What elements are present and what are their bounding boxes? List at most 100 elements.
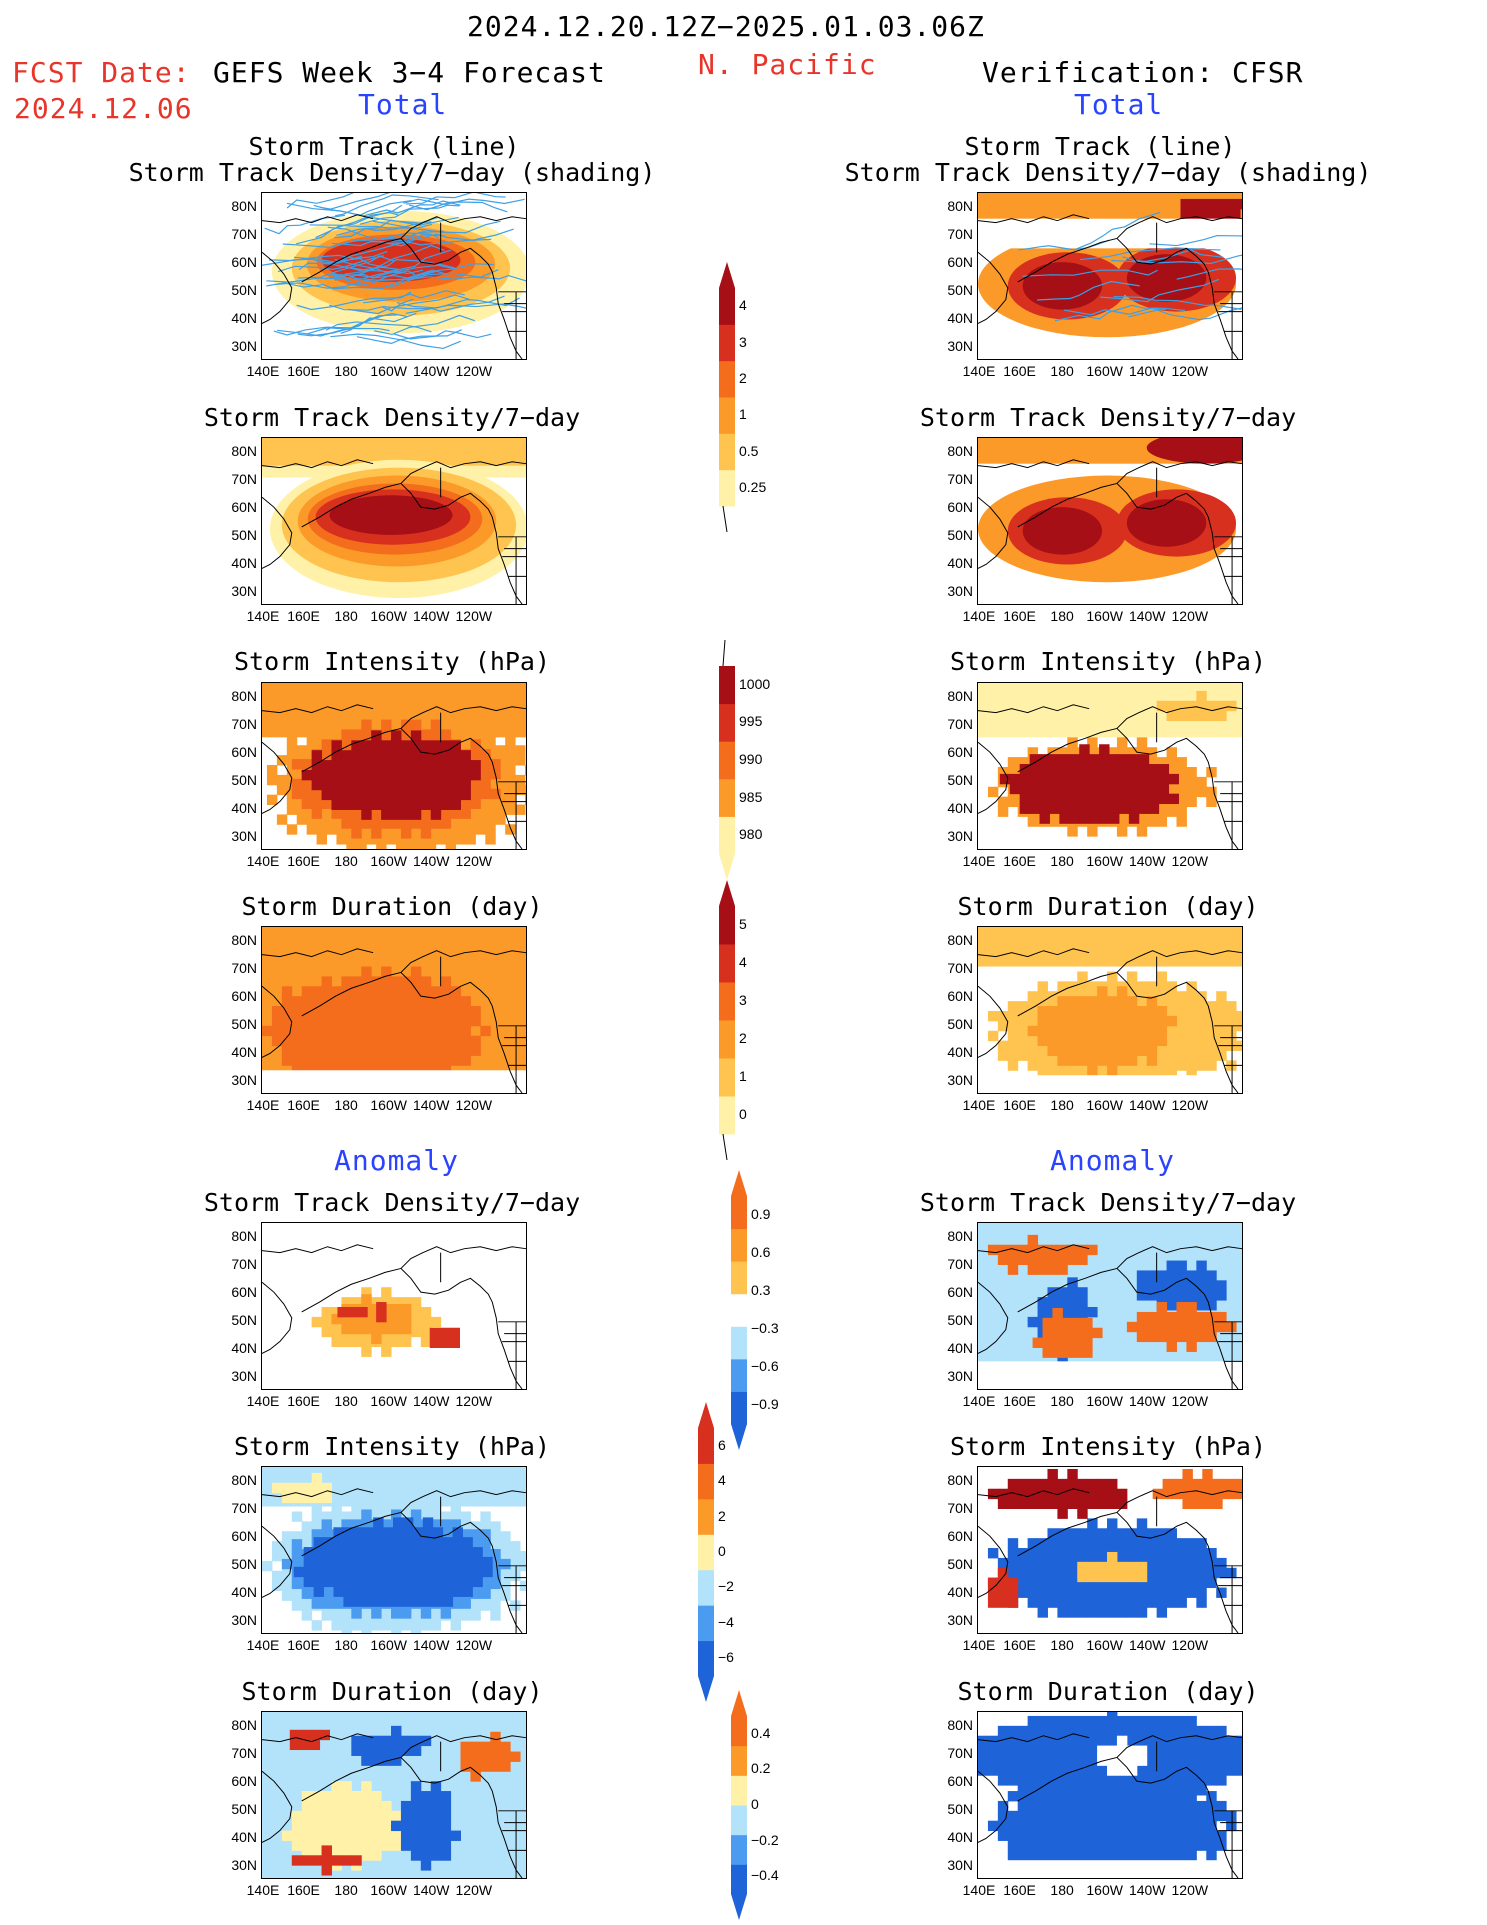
colorbar-label: −0.2 — [751, 1831, 779, 1848]
lat-label: 30N — [947, 1612, 973, 1628]
colorbar-label: 985 — [739, 788, 763, 805]
lon-label: 120W — [455, 363, 493, 379]
right-intensity-title: Storm Intensity (hPa) — [949, 647, 1267, 676]
colorbar-label: −0.9 — [751, 1396, 779, 1412]
lon-label: 180 — [1050, 1097, 1074, 1113]
lat-label: 70N — [947, 1745, 973, 1761]
colorbar-label: 0 — [751, 1796, 759, 1812]
intensity-anom-colorbar: 6 4 2 0 −2 −4 −6 — [698, 1402, 778, 1702]
right-anom-intensity-title: Storm Intensity (hPa) — [949, 1432, 1267, 1461]
lat-label: 80N — [947, 688, 973, 704]
density-anom-colorbar: 0.9 0.6 0.3 −0.3 −0.6 −0.9 — [731, 1170, 811, 1450]
lat-label: 70N — [231, 716, 257, 732]
colorbar-label: 0.2 — [751, 1760, 771, 1777]
right-intensity-map — [977, 682, 1243, 850]
lon-label: 140E — [962, 608, 996, 624]
lat-label: 50N — [947, 1016, 973, 1032]
lat-label: 60N — [231, 1528, 257, 1544]
lat-label: 70N — [231, 226, 257, 242]
lon-label: 140E — [962, 363, 996, 379]
duration-total-colorbar: 5 4 3 2 1 0 — [719, 880, 799, 1160]
lon-label: 160E — [287, 1393, 320, 1409]
colorbar-label: 0.4 — [751, 1724, 771, 1741]
lon-label: 160E — [287, 363, 320, 379]
lon-label: 180 — [1050, 1637, 1074, 1653]
lon-label: 160E — [1003, 1393, 1036, 1409]
colorbar-label: −0.3 — [751, 1320, 779, 1336]
colorbar-label: 2 — [739, 1030, 747, 1046]
lon-label: 120W — [455, 1637, 493, 1653]
lat-label: 40N — [947, 1340, 973, 1356]
right-anom-duration-title: Storm Duration (day) — [957, 1677, 1259, 1706]
lon-label: 160E — [1003, 608, 1036, 624]
lon-label: 180 — [1050, 853, 1074, 869]
lat-label: 40N — [231, 1829, 257, 1845]
lon-label: 180 — [334, 608, 358, 624]
lon-label: 160E — [287, 1097, 320, 1113]
lon-label: 140E — [246, 363, 280, 379]
left-anom-density-title: Storm Track Density/7−day — [203, 1188, 581, 1217]
lon-label: 120W — [455, 1097, 493, 1113]
lat-label: 40N — [947, 800, 973, 816]
lon-label: 160W — [370, 853, 407, 869]
lat-label: 80N — [231, 443, 257, 459]
right-anom-density-map — [977, 1222, 1243, 1390]
lat-label: 30N — [231, 828, 257, 844]
lat-label: 40N — [947, 1044, 973, 1060]
right-anom-intensity-map — [977, 1466, 1243, 1634]
lat-label: 80N — [947, 1472, 973, 1488]
right-density-title: Storm Track Density/7−day — [919, 403, 1297, 432]
density-total-colorbar: 4 3 2 1 0.5 0.25 — [719, 262, 799, 532]
left-duration-title: Storm Duration (day) — [241, 892, 543, 921]
lon-label: 160W — [1086, 1393, 1123, 1409]
lat-label: 50N — [947, 527, 973, 543]
lon-label: 140E — [246, 608, 280, 624]
lat-label: 70N — [947, 716, 973, 732]
lon-label: 140W — [1128, 1637, 1166, 1653]
lon-label: 120W — [455, 608, 493, 624]
lon-label: 160W — [1086, 1637, 1123, 1653]
lat-label: 80N — [231, 1717, 257, 1733]
duration-anom-colorbar: 0.4 0.2 0 −0.2 −0.4 — [731, 1690, 811, 1920]
lat-label: 60N — [947, 744, 973, 760]
lon-label: 160E — [287, 1637, 320, 1653]
lat-label: 70N — [947, 471, 973, 487]
lon-label: 160W — [1086, 363, 1123, 379]
lon-label: 140W — [412, 1097, 450, 1113]
colorbar-label: 0.9 — [751, 1206, 771, 1222]
colorbar-label: 1 — [739, 1068, 747, 1084]
lat-label: 50N — [231, 1801, 257, 1817]
left-anom-intensity-map — [261, 1466, 527, 1634]
lon-label: 180 — [1050, 1882, 1074, 1898]
lon-label: 120W — [455, 1882, 493, 1898]
date-range-title: 2024.12.20.12Z−2025.01.03.06Z — [467, 10, 985, 43]
lat-label: 40N — [947, 1584, 973, 1600]
lat-label: 30N — [947, 1072, 973, 1088]
lat-label: 70N — [231, 1745, 257, 1761]
colorbar-label: 6 — [718, 1436, 726, 1453]
left-track-title-line1: Storm Track (line) — [248, 132, 520, 161]
lon-label: 160W — [1086, 853, 1123, 869]
lon-label: 160W — [370, 608, 407, 624]
lon-label: 140W — [1128, 1097, 1166, 1113]
lat-label: 80N — [231, 688, 257, 704]
lat-label: 60N — [231, 1773, 257, 1789]
lat-label: 40N — [231, 1044, 257, 1060]
lon-label: 160W — [370, 1637, 407, 1653]
colorbar-label: 0.3 — [751, 1282, 771, 1298]
lon-label: 160E — [1003, 853, 1036, 869]
lat-label: 40N — [231, 310, 257, 326]
lat-label: 30N — [947, 338, 973, 354]
lon-label: 180 — [334, 363, 358, 379]
colorbar-label: 5 — [739, 916, 747, 932]
lon-label: 160W — [370, 363, 407, 379]
lon-label: 140W — [1128, 1393, 1166, 1409]
colorbar-label: 995 — [739, 713, 763, 730]
left-density-title: Storm Track Density/7−day — [203, 403, 581, 432]
lat-label: 80N — [231, 932, 257, 948]
colorbar-label: 4 — [718, 1472, 726, 1489]
lat-label: 30N — [947, 583, 973, 599]
lon-label: 180 — [1050, 363, 1074, 379]
left-intensity-map — [261, 682, 527, 850]
lat-label: 30N — [231, 583, 257, 599]
